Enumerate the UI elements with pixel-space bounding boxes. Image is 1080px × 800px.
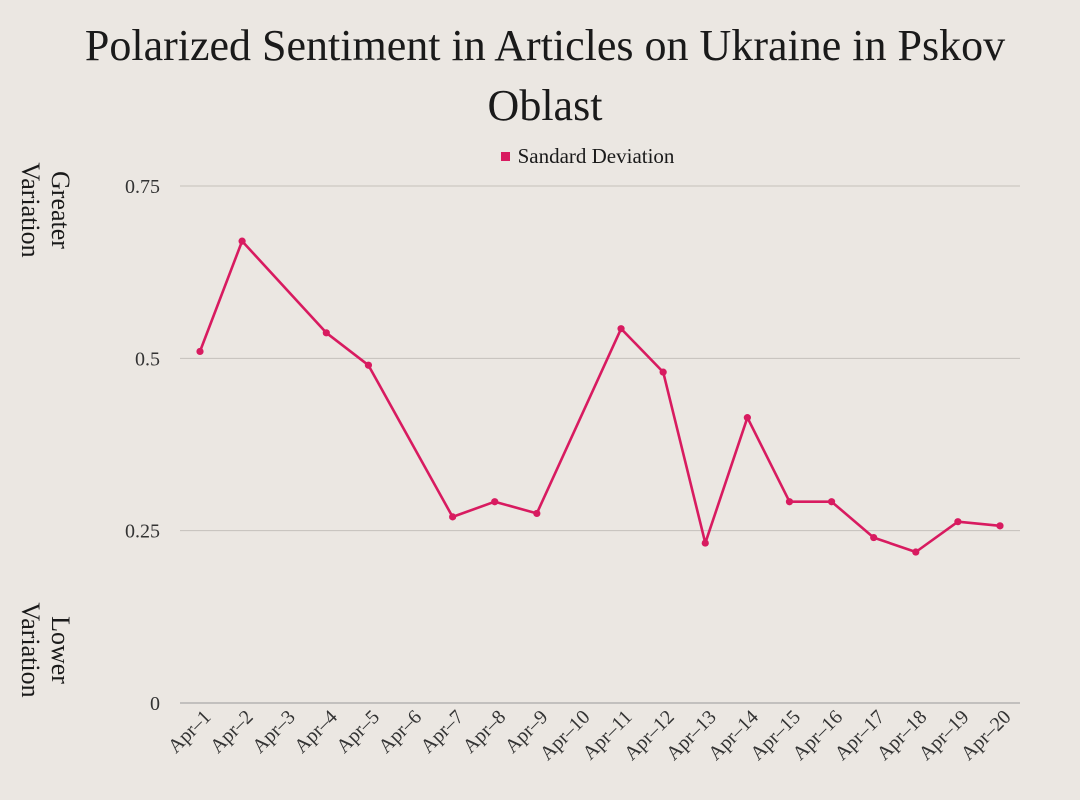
x-tick-label: Apr–4 [290,706,342,758]
legend-swatch [500,152,510,161]
x-axis-ticks: Apr–1Apr–2Apr–3Apr–4Apr–5Apr–6Apr–7Apr–8… [164,706,1016,765]
series-layer [196,237,1004,556]
data-point [701,539,709,547]
chart-title: Polarized Sentiment in Articles on Ukrai… [84,21,1006,130]
y-tick-label: 0.5 [135,348,160,370]
data-point [196,347,204,356]
legend: Sandard Deviation [0,142,1080,170]
gridlines [180,185,1020,704]
x-tick-label: Apr–1 [164,706,216,758]
y-tick-label: 0.25 [125,521,160,543]
data-point [533,509,541,518]
data-point [491,498,499,506]
legend-label: Sandard Deviation [517,144,675,168]
data-point [954,518,962,526]
data-point [743,414,751,422]
y-axis-ticks: 0 0.25 0.5 0.75 [125,176,160,715]
data-point [322,329,330,337]
data-point [364,361,373,369]
x-tick-label: Apr–6 [374,706,426,758]
data-point [659,368,667,376]
x-tick-label: Apr–8 [459,706,511,758]
y-tick-label: 0.75 [125,176,160,198]
data-point [996,522,1004,530]
data-point [449,513,457,521]
x-tick-label: Apr–3 [248,706,300,758]
data-point [827,498,836,506]
x-tick-label: Apr–7 [416,706,468,758]
data-point [617,325,625,333]
data-point [238,237,246,245]
data-point [912,548,920,556]
x-tick-label: Apr–5 [332,706,384,758]
data-point [785,498,794,506]
data-point [870,533,878,542]
y-tick-label: 0 [150,693,160,715]
x-tick-label: Apr–2 [206,706,258,758]
series-line [198,239,1002,554]
